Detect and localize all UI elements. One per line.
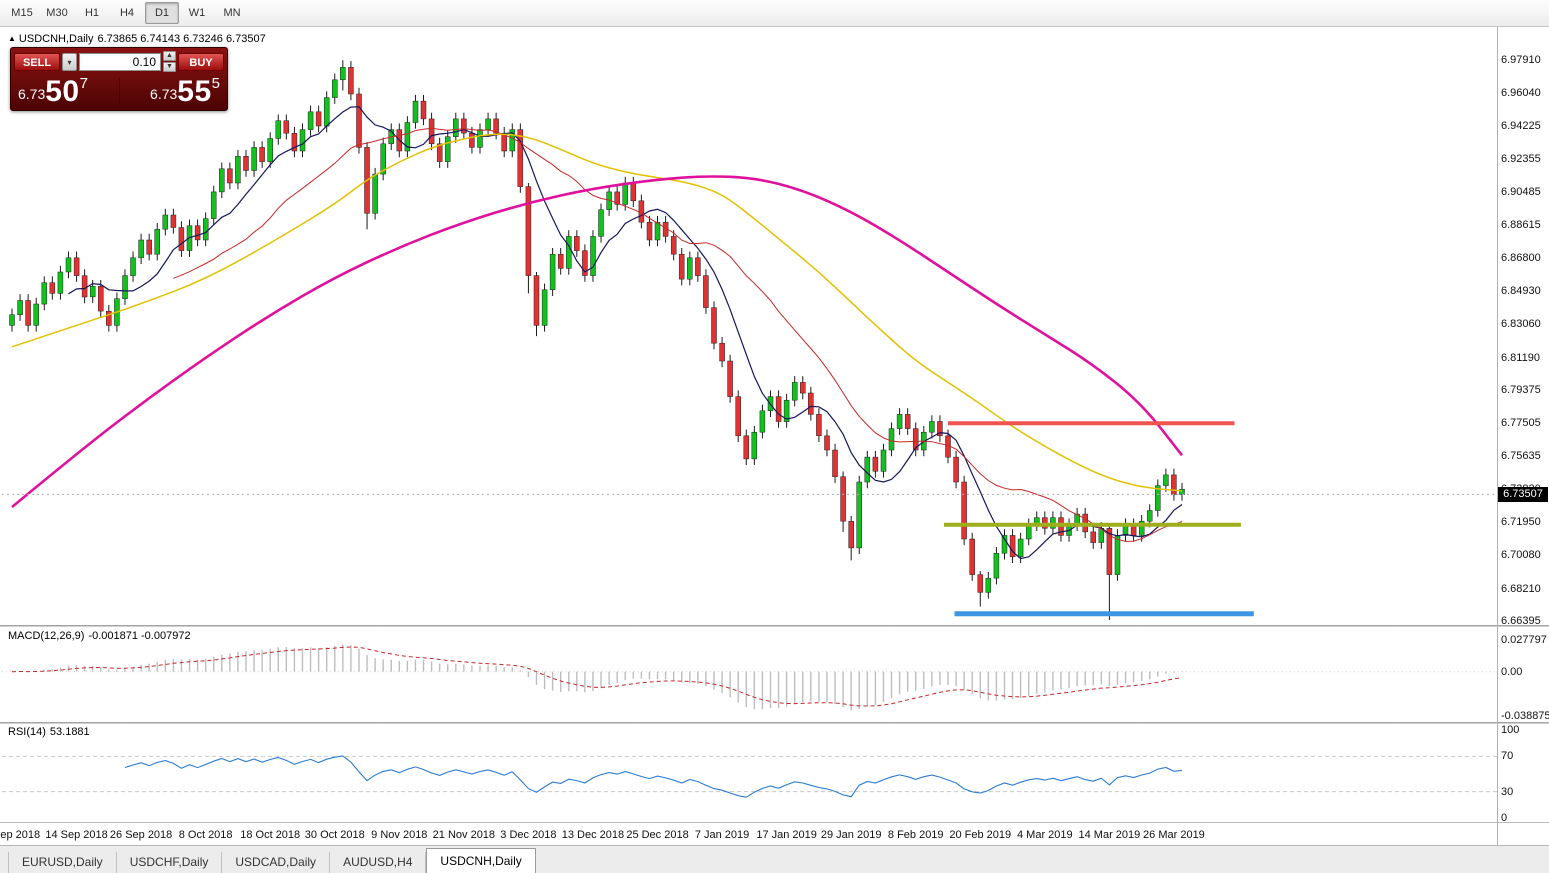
price-axis-label: 6.94225 [1501, 119, 1541, 132]
date-axis-label: 25 Dec 2018 [626, 829, 689, 841]
price-axis-label: 6.90485 [1501, 186, 1541, 199]
price-divider [119, 78, 120, 104]
price-axis-label: 6.83060 [1501, 318, 1541, 331]
panel-separator[interactable] [0, 722, 1549, 724]
date-axis-label: 8 Oct 2018 [178, 829, 233, 841]
date-axis-label: 20 Feb 2019 [949, 829, 1012, 841]
chevron-down-icon: ▾ [67, 57, 72, 67]
timeframe-button-h4[interactable]: H4 [119, 7, 135, 19]
rsi-axis-label: 70 [1501, 750, 1514, 763]
current-price-tag: 6.73507 [1498, 487, 1548, 503]
sell-price-small: 6.73 [18, 86, 46, 102]
trade-prices-row: 6.73 50 7 6.73 55 5 [11, 74, 227, 110]
buy-price: 6.73 55 5 [119, 74, 220, 108]
macd-name: MACD(12,26,9) [8, 630, 85, 642]
buy-button[interactable]: BUY [178, 52, 224, 71]
date-axis-label: 9 Nov 2018 [371, 829, 428, 841]
chart-tabbar: EURUSD,Daily USDCHF,Daily USDCAD,Daily A… [0, 845, 1549, 873]
price-axis-label: 6.77505 [1501, 417, 1541, 430]
timeframe-button-d1[interactable]: D1 [145, 2, 179, 24]
price-axis-label: 6.68210 [1501, 582, 1541, 595]
sell-button[interactable]: SELL [14, 52, 60, 71]
price-axis-label: 6.79375 [1501, 383, 1541, 396]
rsi-value: 53.1881 [49, 726, 90, 738]
price-axis-label: 6.70080 [1501, 549, 1541, 562]
price-axis-label: 6.75635 [1501, 450, 1541, 463]
price-axis-label: 6.88615 [1501, 219, 1541, 232]
macd-values: -0.001871 -0.007972 [88, 630, 191, 642]
sell-price-big: 50 [45, 74, 80, 108]
timeframe-button-m30[interactable]: M30 [46, 7, 68, 19]
tab-usdchf-daily[interactable]: USDCHF,Daily [117, 852, 223, 873]
rsi-label: RSI(14) 53.1881 [8, 726, 94, 738]
macd-label: MACD(12,26,9) -0.001871 -0.007972 [8, 630, 195, 642]
timeframe-toolbar: M15 M30 H1 H4 D1 W1 MN [0, 0, 1549, 27]
chart-plot-area[interactable] [0, 28, 1497, 625]
rsi-axis-label: 100 [1501, 724, 1520, 736]
date-axis-label: 17 Jan 2019 [756, 829, 817, 841]
buy-price-big: 55 [177, 74, 212, 108]
date-axis-label: 7 Jan 2019 [694, 829, 750, 841]
date-axis-label: 18 Oct 2018 [240, 829, 301, 841]
price-axis-line [1497, 27, 1498, 845]
volume-spinner: ▲ ▼ [163, 51, 176, 72]
price-axis-label: 6.66395 [1501, 614, 1541, 627]
date-axis-label: 4 Mar 2019 [1017, 829, 1073, 841]
panel-separator [0, 822, 1549, 823]
tab-eurusd-daily[interactable]: EURUSD,Daily [8, 852, 117, 873]
rsi-axis-label: 30 [1501, 785, 1514, 798]
buy-price-small: 6.73 [150, 86, 178, 102]
macd-axis-label: 0.027797 [1501, 634, 1547, 646]
timeframe-button-h1[interactable]: H1 [84, 7, 100, 19]
price-axis-label: 6.96040 [1501, 87, 1541, 100]
sell-price: 6.73 50 7 [18, 74, 119, 108]
date-axis-label: 13 Dec 2018 [561, 829, 625, 841]
tab-audusd-h4[interactable]: AUDUSD,H4 [330, 852, 427, 873]
date-axis-label: 30 Oct 2018 [304, 829, 365, 841]
volume-decrease-button[interactable]: ▼ [163, 62, 176, 72]
chart-symbol: USDCNH,Daily [18, 33, 94, 45]
date-axis-label: 26 Sep 2018 [109, 829, 173, 841]
date-axis-label: 8 Feb 2019 [887, 829, 944, 841]
chart-title: ▲ USDCNH,Daily 6.73865 6.74143 6.73246 6.7… [8, 33, 270, 45]
volume-input[interactable] [79, 52, 161, 71]
tab-usdcad-daily[interactable]: USDCAD,Daily [222, 852, 331, 873]
date-axis-label: 14 Mar 2019 [1078, 829, 1141, 841]
price-axis-label: 6.84930 [1501, 285, 1541, 298]
date-axis-label: 14 Sep 2018 [45, 829, 108, 841]
price-axis-label: 6.92355 [1501, 152, 1541, 165]
rsi-axis-label: 0 [1501, 812, 1508, 824]
chart-ohlc-values: 6.73865 6.74143 6.73246 6.73507 [97, 33, 266, 45]
rsi-panel[interactable] [0, 724, 1497, 822]
price-axis-label: 6.71950 [1501, 516, 1541, 529]
price-axis-label: 6.97910 [1501, 54, 1541, 66]
tab-usdcnh-daily[interactable]: USDCNH,Daily [426, 848, 536, 873]
sell-price-sup: 7 [79, 75, 88, 92]
macd-axis-label: -0.038875 [1501, 710, 1549, 722]
buy-price-sup: 5 [211, 75, 220, 92]
triangle-up-icon: ▲ [8, 34, 16, 43]
date-axis-label: 26 Mar 2019 [1143, 829, 1205, 841]
panel-separator[interactable] [0, 625, 1549, 627]
date-axis-label: 3 Dec 2018 [500, 829, 557, 841]
trade-controls-row: SELL ▾ ▲ ▼ BUY [11, 48, 227, 74]
macd-axis-label: 0.00 [1501, 665, 1523, 678]
timeframe-button-m15[interactable]: M15 [11, 7, 33, 19]
one-click-trading-panel: SELL ▾ ▲ ▼ BUY 6.73 50 7 6.73 55 5 [10, 47, 228, 111]
volume-dropdown-button[interactable]: ▾ [62, 52, 77, 71]
date-axis-label: 4 Sep 2018 [0, 829, 41, 841]
date-axis-label: 21 Nov 2018 [432, 829, 496, 841]
timeframe-button-w1[interactable]: W1 [188, 7, 206, 19]
price-axis-label: 6.81190 [1501, 351, 1540, 364]
date-axis-label: 29 Jan 2019 [820, 829, 882, 841]
macd-panel[interactable] [0, 627, 1497, 722]
price-axis-label: 6.86800 [1501, 251, 1541, 264]
rsi-name: RSI(14) [8, 726, 46, 738]
timeframe-button-mn[interactable]: MN [223, 7, 241, 19]
volume-increase-button[interactable]: ▲ [163, 51, 176, 61]
